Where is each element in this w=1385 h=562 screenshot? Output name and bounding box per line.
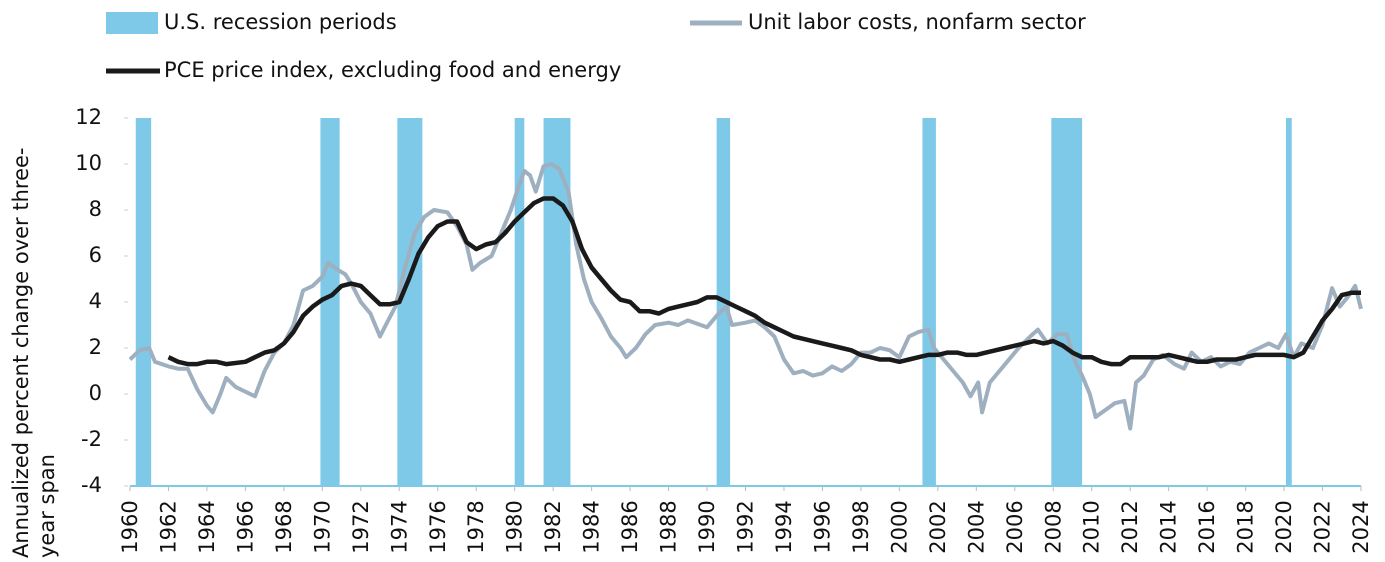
x-tick-label: 2010 [1080, 500, 1104, 553]
x-tick-label: 1966 [233, 500, 257, 553]
series-line [167, 196, 1361, 367]
x-tick-label: 2006 [1003, 500, 1027, 553]
x-tick-label: 1986 [618, 500, 642, 553]
x-tick-label: 2000 [887, 500, 911, 553]
x-tick-label: 1974 [387, 500, 411, 553]
legend-label: PCE price index, excluding food and ener… [164, 58, 621, 82]
recession-band [1285, 118, 1292, 486]
y-axis-label: Annualized percent change over three- [9, 148, 33, 558]
x-tick-label: 2024 [1349, 500, 1373, 553]
x-tick-label: 1998 [849, 500, 873, 553]
legend-label: U.S. recession periods [164, 10, 397, 34]
x-tick-label: 2018 [1234, 500, 1258, 553]
y-tick-label: 10 [75, 151, 102, 175]
series-line [128, 162, 1363, 431]
y-tick-label: 0 [89, 381, 102, 405]
recession-band [320, 118, 340, 486]
recession-band [543, 118, 571, 486]
x-tick-label: 1980 [503, 500, 527, 553]
recession-band [1051, 118, 1083, 486]
x-tick-label: 1976 [426, 500, 450, 553]
y-tick-label: 12 [75, 105, 102, 129]
recession-band [922, 118, 936, 486]
y-tick-label: -4 [81, 473, 102, 497]
x-tick-label: 1972 [349, 500, 373, 553]
x-tick-label: 1968 [272, 500, 296, 553]
x-tick-label: 2016 [1195, 500, 1219, 553]
x-tick-label: 2012 [1118, 500, 1142, 553]
legend-swatch [106, 12, 158, 34]
y-tick-label: 6 [89, 243, 102, 267]
x-tick-label: 1996 [810, 500, 834, 553]
x-tick-label: 1994 [772, 500, 796, 553]
x-tick-label: 1982 [541, 500, 565, 553]
x-tick-label: 1988 [657, 500, 681, 553]
x-tick-label: 1990 [695, 500, 719, 553]
y-tick-label: 4 [89, 289, 102, 313]
y-tick-label: 2 [89, 335, 102, 359]
x-tick-label: 2008 [1041, 500, 1065, 553]
x-tick-label: 2022 [1311, 500, 1335, 553]
x-tick-label: 2020 [1272, 500, 1296, 553]
x-tick-label: 1978 [464, 500, 488, 553]
recession-band [135, 118, 152, 486]
x-tick-label: 1992 [734, 500, 758, 553]
y-tick-label: -2 [81, 427, 102, 451]
x-tick-label: 1970 [310, 500, 334, 553]
x-tick-label: 1962 [156, 500, 180, 553]
x-tick-label: 2014 [1157, 500, 1181, 553]
x-tick-label: 2004 [964, 500, 988, 553]
recession-band [514, 118, 525, 486]
x-tick-label: 1984 [580, 500, 604, 553]
y-tick-label: 8 [89, 197, 102, 221]
x-tick-label: 1960 [118, 500, 142, 553]
x-tick-label: 2002 [926, 500, 950, 553]
y-axis-label: year span [35, 454, 59, 558]
legend-label: Unit labor costs, nonfarm sector [748, 10, 1086, 34]
x-tick-label: 1964 [195, 500, 219, 553]
